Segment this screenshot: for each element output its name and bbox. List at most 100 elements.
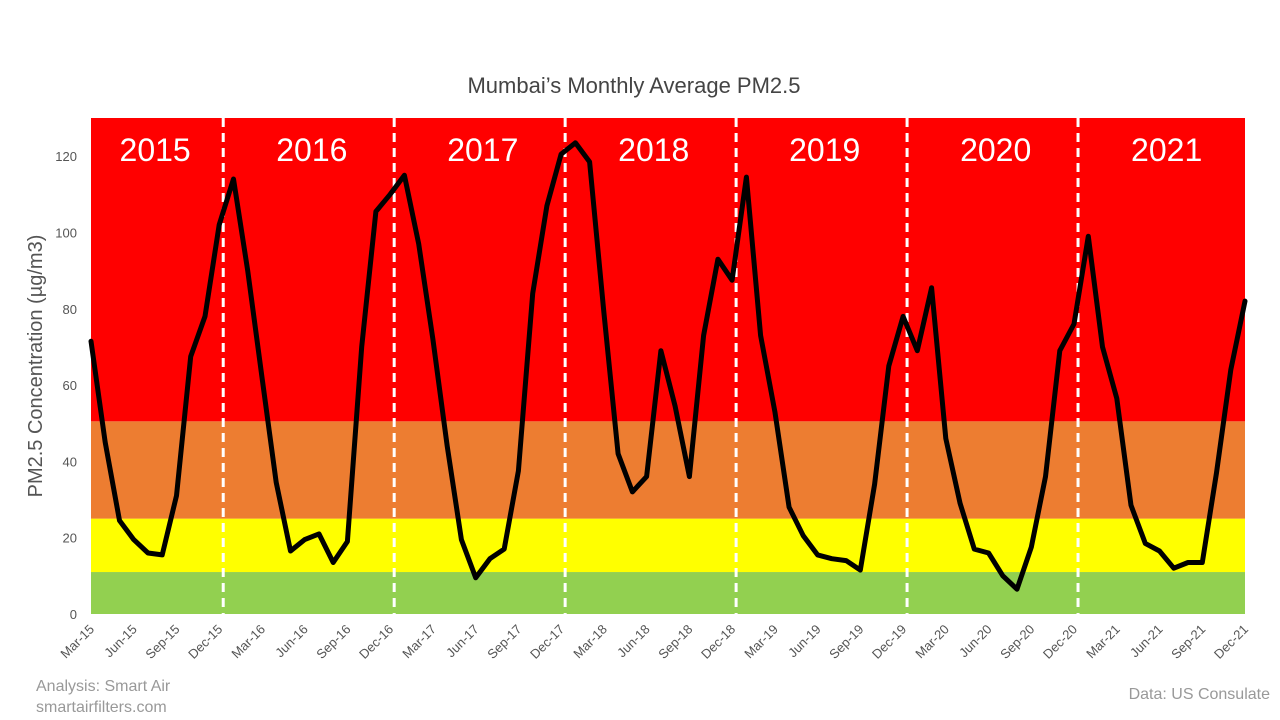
data-point xyxy=(573,141,577,145)
data-point xyxy=(972,547,976,551)
data-point xyxy=(858,568,862,572)
data-point xyxy=(801,534,805,538)
x-tick-label: Sep-15 xyxy=(142,622,182,662)
data-point xyxy=(146,551,150,555)
data-point xyxy=(659,349,663,353)
x-tick-label: Jun-18 xyxy=(614,622,653,661)
footer-credits: Analysis: Smart Air smartairfilters.com xyxy=(36,676,170,718)
data-point xyxy=(630,490,634,494)
year-label: 2017 xyxy=(447,132,518,168)
data-point xyxy=(816,553,820,557)
data-point xyxy=(246,269,250,273)
data-point xyxy=(1186,560,1190,564)
y-tick-label: 0 xyxy=(70,607,77,622)
x-axis-ticks: Mar-15 Jun-15 Sep-15 Dec-15 Mar-16 Jun-16 Sep-… xyxy=(57,622,1251,662)
x-tick-label: Dec-19 xyxy=(869,622,909,662)
data-point xyxy=(773,410,777,414)
series-line xyxy=(88,140,1248,592)
x-tick-label: Sep-19 xyxy=(826,622,866,662)
data-point xyxy=(132,538,136,542)
y-axis-ticks: 0 20 40 60 80 100 120 xyxy=(55,149,77,622)
x-tick-label: Mar-21 xyxy=(1083,622,1123,662)
data-source: Data: US Consulate xyxy=(1128,686,1270,703)
x-tick-label: Jun-17 xyxy=(443,622,482,661)
data-point xyxy=(459,538,463,542)
data-point xyxy=(488,557,492,561)
data-point xyxy=(231,177,235,181)
year-label: 2019 xyxy=(789,132,860,168)
y-tick-label: 100 xyxy=(55,225,77,240)
year-label: 2016 xyxy=(276,132,347,168)
data-point xyxy=(887,364,891,368)
x-tick-label: Sep-17 xyxy=(484,622,524,662)
data-point xyxy=(702,333,706,337)
x-tick-label: Dec-20 xyxy=(1040,622,1080,662)
x-tick-label: Dec-16 xyxy=(356,622,396,662)
data-point xyxy=(1172,566,1176,570)
chart-title: Mumbai’s Monthly Average PM2.5 xyxy=(467,73,800,98)
x-tick-label: Mar-16 xyxy=(228,622,268,662)
data-point xyxy=(687,475,691,479)
data-point xyxy=(317,532,321,536)
data-point xyxy=(944,436,948,440)
data-point xyxy=(730,278,734,282)
y-tick-label: 120 xyxy=(55,149,77,164)
data-point xyxy=(117,519,121,523)
data-point xyxy=(645,475,649,479)
data-point xyxy=(445,444,449,448)
x-tick-label: Jun-20 xyxy=(956,622,995,661)
data-point xyxy=(1015,587,1019,591)
x-tick-label: Sep-18 xyxy=(655,622,695,662)
x-tick-label: Jun-19 xyxy=(785,622,824,661)
data-point xyxy=(830,557,834,561)
data-point xyxy=(502,547,506,551)
year-label: 2021 xyxy=(1131,132,1202,168)
data-point xyxy=(1115,396,1119,400)
data-point xyxy=(901,314,905,318)
data-point xyxy=(103,440,107,444)
data-point xyxy=(303,538,307,542)
data-point xyxy=(274,480,278,484)
data-point xyxy=(89,339,93,343)
data-point xyxy=(1058,349,1062,353)
data-point xyxy=(331,560,335,564)
x-tick-label: Dec-18 xyxy=(698,622,738,662)
data-point xyxy=(417,242,421,246)
data-point xyxy=(1143,541,1147,545)
data-point xyxy=(744,175,748,179)
year-label: 2020 xyxy=(960,132,1031,168)
x-tick-label: Jun-15 xyxy=(101,622,140,661)
x-tick-label: Jun-16 xyxy=(272,622,311,661)
data-point xyxy=(873,482,877,486)
data-point xyxy=(545,204,549,208)
data-point xyxy=(1029,545,1033,549)
x-tick-label: Mar-15 xyxy=(57,622,97,662)
data-point xyxy=(402,173,406,177)
aqi-bands xyxy=(91,118,1245,614)
data-point xyxy=(1086,234,1090,238)
website-credit: smartairfilters.com xyxy=(36,699,167,716)
y-tick-label: 20 xyxy=(63,531,77,546)
data-point xyxy=(915,349,919,353)
data-point xyxy=(1243,299,1247,303)
y-tick-label: 40 xyxy=(63,454,77,469)
x-tick-label: Sep-20 xyxy=(997,622,1037,662)
x-tick-label: Mar-18 xyxy=(570,622,610,662)
x-tick-label: Dec-17 xyxy=(527,622,567,662)
data-point xyxy=(1129,503,1133,507)
x-tick-label: Dec-15 xyxy=(185,622,225,662)
year-labels: 2015 2016 2017 2018 2019 2020 2021 xyxy=(120,132,1203,168)
x-tick-label: Sep-21 xyxy=(1168,622,1208,662)
year-label: 2018 xyxy=(618,132,689,168)
data-point xyxy=(388,192,392,196)
x-tick-label: Dec-21 xyxy=(1211,622,1251,662)
data-point xyxy=(1101,345,1105,349)
data-point xyxy=(716,257,720,261)
data-point xyxy=(787,505,791,509)
data-point xyxy=(531,292,535,296)
data-point xyxy=(1001,574,1005,578)
data-point xyxy=(360,345,364,349)
data-point xyxy=(1229,368,1233,372)
aqi-band-0 xyxy=(91,572,1245,614)
data-point xyxy=(987,551,991,555)
